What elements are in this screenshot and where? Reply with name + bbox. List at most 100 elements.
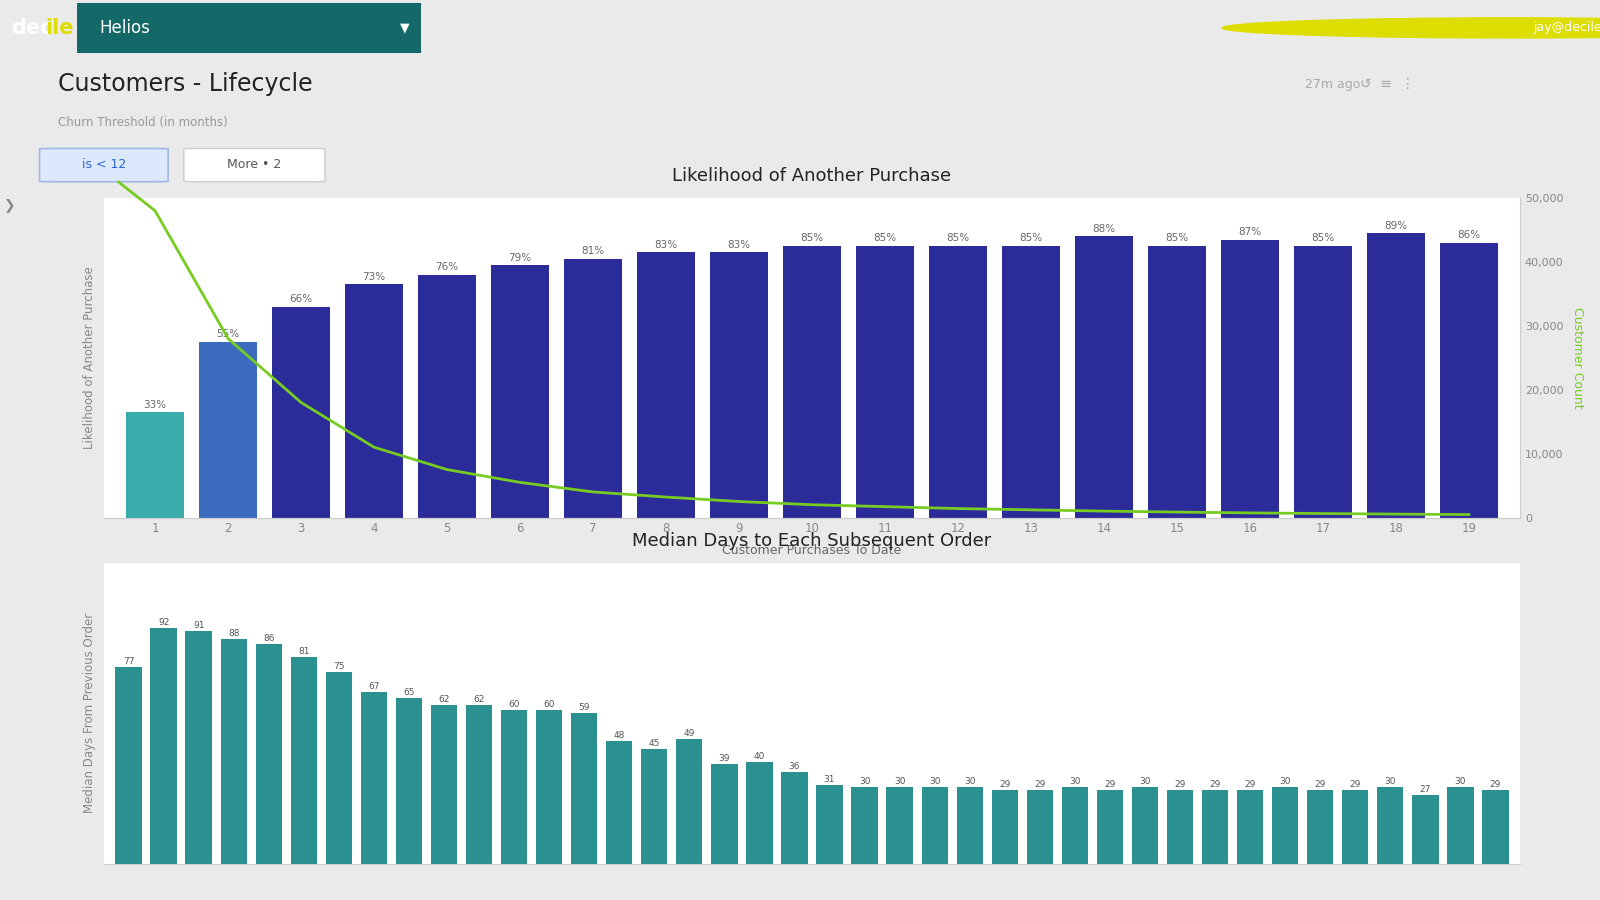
- Text: ile: ile: [45, 18, 74, 38]
- Text: 40: 40: [754, 752, 765, 760]
- Bar: [781, 772, 808, 864]
- Bar: [1062, 788, 1088, 864]
- Text: Customers - Lifecycle: Customers - Lifecycle: [59, 72, 314, 96]
- Bar: [126, 412, 184, 517]
- Bar: [922, 788, 947, 864]
- Text: ❯: ❯: [3, 199, 16, 212]
- Bar: [221, 639, 246, 864]
- Text: 33%: 33%: [144, 400, 166, 410]
- Text: ▼: ▼: [400, 22, 410, 34]
- Text: dec: dec: [11, 18, 53, 38]
- Bar: [642, 749, 667, 864]
- Bar: [957, 788, 982, 864]
- FancyBboxPatch shape: [184, 148, 325, 182]
- Text: 85%: 85%: [947, 233, 970, 243]
- FancyBboxPatch shape: [40, 148, 168, 182]
- Text: 91: 91: [194, 621, 205, 630]
- Text: 36: 36: [789, 761, 800, 770]
- Bar: [1272, 788, 1298, 864]
- Bar: [1378, 788, 1403, 864]
- Text: More • 2: More • 2: [227, 158, 282, 171]
- Text: 85%: 85%: [1312, 233, 1334, 243]
- Bar: [491, 266, 549, 518]
- Text: 30: 30: [1069, 778, 1080, 787]
- Text: jay@decile.com: jay@decile.com: [1533, 22, 1600, 34]
- Bar: [466, 706, 493, 864]
- Text: 88%: 88%: [1093, 224, 1115, 234]
- Bar: [886, 788, 912, 864]
- Text: 88: 88: [227, 629, 240, 638]
- Bar: [1027, 790, 1053, 864]
- Bar: [430, 706, 458, 864]
- Text: 81: 81: [298, 646, 309, 655]
- Text: 60: 60: [544, 700, 555, 709]
- Bar: [637, 252, 696, 518]
- Bar: [1440, 243, 1498, 518]
- Bar: [563, 258, 622, 518]
- Text: 92: 92: [158, 618, 170, 627]
- Text: 29: 29: [1315, 779, 1326, 788]
- Text: 62: 62: [438, 695, 450, 704]
- Y-axis label: Median Days From Previous Order: Median Days From Previous Order: [83, 613, 96, 814]
- Bar: [198, 342, 258, 518]
- Text: 29: 29: [1104, 779, 1115, 788]
- Bar: [291, 657, 317, 864]
- Text: 30: 30: [1280, 778, 1291, 787]
- Bar: [1482, 790, 1509, 864]
- Text: 77: 77: [123, 657, 134, 666]
- Title: Likelihood of Another Purchase: Likelihood of Another Purchase: [672, 167, 952, 185]
- Bar: [1075, 237, 1133, 518]
- Bar: [501, 710, 528, 864]
- Bar: [418, 274, 477, 518]
- Text: 30: 30: [1139, 778, 1150, 787]
- Y-axis label: Customer Count: Customer Count: [1571, 307, 1584, 409]
- Text: 30: 30: [894, 778, 906, 787]
- Bar: [115, 667, 142, 864]
- Bar: [326, 672, 352, 864]
- Title: Median Days to Each Subsequent Order: Median Days to Each Subsequent Order: [632, 532, 992, 550]
- Text: 29: 29: [1174, 779, 1186, 788]
- Text: 79%: 79%: [509, 253, 531, 263]
- Text: 59: 59: [579, 703, 590, 712]
- Bar: [606, 741, 632, 864]
- Text: 39: 39: [718, 754, 730, 763]
- Y-axis label: Likelihood of Another Purchase: Likelihood of Another Purchase: [83, 266, 96, 449]
- Text: 30: 30: [1454, 778, 1466, 787]
- Bar: [1237, 790, 1264, 864]
- Text: 30: 30: [930, 778, 941, 787]
- Text: 85%: 85%: [800, 233, 824, 243]
- Bar: [536, 710, 562, 864]
- Text: 30: 30: [963, 778, 976, 787]
- Text: 48: 48: [613, 731, 626, 740]
- Text: 62: 62: [474, 695, 485, 704]
- Bar: [1307, 790, 1333, 864]
- Bar: [851, 788, 878, 864]
- Bar: [1448, 788, 1474, 864]
- Bar: [1131, 788, 1158, 864]
- Text: 60: 60: [509, 700, 520, 709]
- Bar: [928, 246, 987, 518]
- Bar: [1166, 790, 1194, 864]
- Bar: [1202, 790, 1229, 864]
- Bar: [1147, 246, 1206, 518]
- Circle shape: [1222, 18, 1600, 38]
- Bar: [677, 739, 702, 864]
- Bar: [256, 644, 282, 864]
- Bar: [1366, 233, 1426, 518]
- Bar: [856, 246, 914, 518]
- Text: 85%: 85%: [1165, 233, 1189, 243]
- Text: 67: 67: [368, 682, 379, 691]
- X-axis label: Customer Purchases To Date: Customer Purchases To Date: [722, 544, 902, 557]
- Bar: [992, 790, 1018, 864]
- Text: 86%: 86%: [1458, 230, 1480, 240]
- Text: Helios: Helios: [99, 19, 150, 37]
- Text: 83%: 83%: [654, 239, 677, 250]
- Bar: [571, 713, 597, 864]
- Text: 81%: 81%: [581, 246, 605, 256]
- Text: 29: 29: [1034, 779, 1045, 788]
- Text: 89%: 89%: [1384, 220, 1408, 230]
- Text: 66%: 66%: [290, 294, 312, 304]
- Bar: [712, 764, 738, 864]
- FancyBboxPatch shape: [77, 3, 421, 53]
- Text: 83%: 83%: [728, 239, 750, 250]
